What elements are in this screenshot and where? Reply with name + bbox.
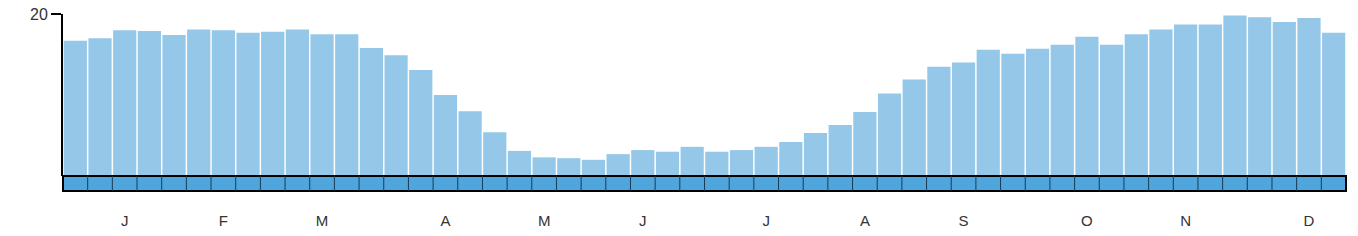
svg-text:20: 20 [30, 6, 48, 23]
svg-text:F: F [219, 212, 228, 229]
svg-text:M: M [538, 212, 551, 229]
svg-text:A: A [440, 212, 450, 229]
svg-text:J: J [121, 212, 128, 229]
svg-text:N: N [1180, 212, 1191, 229]
svg-text:A: A [860, 212, 870, 229]
svg-text:J: J [762, 212, 770, 229]
svg-text:M: M [316, 212, 329, 229]
svg-text:D: D [1304, 212, 1315, 229]
svg-text:S: S [959, 212, 969, 229]
svg-text:J: J [639, 212, 647, 229]
svg-text:O: O [1081, 212, 1093, 229]
